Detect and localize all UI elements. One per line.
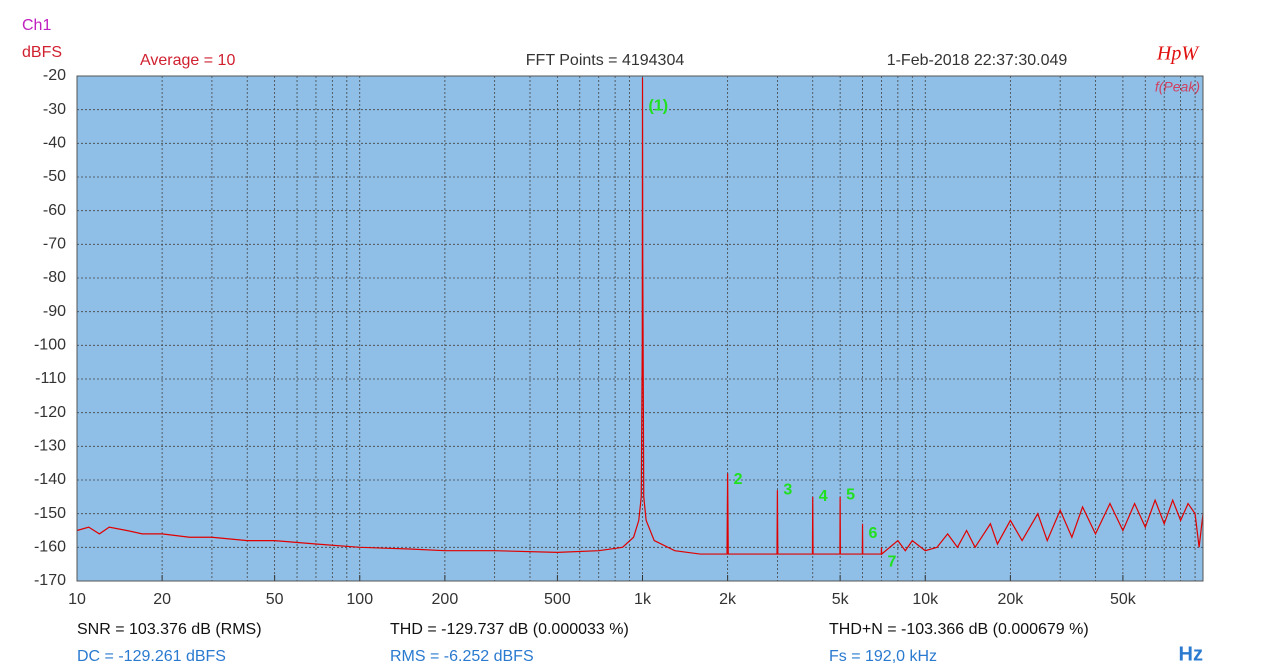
y-tick-label: -40 xyxy=(43,135,66,152)
header-center: FFT Points = 4194304 xyxy=(526,52,685,69)
x-tick-label: 200 xyxy=(432,591,459,608)
harmonic-label: 2 xyxy=(734,471,743,488)
x-tick-label: 100 xyxy=(346,591,373,608)
y-tick-label: -50 xyxy=(43,168,66,185)
y-tick-label: -80 xyxy=(43,269,66,286)
stat: DC = -129.261 dBFS xyxy=(77,648,226,665)
spectrum-line xyxy=(76,77,1204,556)
x-tick-label: 5k xyxy=(832,591,850,608)
y-tick-label: -70 xyxy=(43,236,66,253)
y-tick-label: -110 xyxy=(35,370,66,387)
x-tick-label: 20k xyxy=(997,591,1024,608)
y-tick-label: -130 xyxy=(34,438,66,455)
plot-frame xyxy=(76,75,1204,582)
y-tick-label: -140 xyxy=(34,471,66,488)
stat: RMS = -6.252 dBFS xyxy=(390,648,534,665)
x-tick-label: 10k xyxy=(912,591,939,608)
y-tick-label: -100 xyxy=(34,337,66,354)
x-tick-label: 50k xyxy=(1110,591,1137,608)
plot-area xyxy=(77,76,1203,581)
y-tick-label: -90 xyxy=(43,303,66,320)
x-axis-label: Hz xyxy=(1179,643,1203,665)
harmonic-label: 5 xyxy=(846,486,855,503)
y-tick-label: -160 xyxy=(34,539,66,556)
brand: HpW xyxy=(1156,43,1200,65)
y-tick-label: -30 xyxy=(43,101,66,118)
harmonic-label: 7 xyxy=(887,554,896,571)
channel: Ch1 xyxy=(22,17,51,34)
x-tick-label: 1k xyxy=(634,591,652,608)
y-tick-label: -60 xyxy=(43,202,66,219)
harmonic-label: 4 xyxy=(819,488,828,505)
y-axis-label: dBFS xyxy=(22,44,62,61)
x-tick-label: 10 xyxy=(68,591,86,608)
stat: SNR = 103.376 dB (RMS) xyxy=(77,621,262,638)
plot: (1) 2 3 4 5 67 xyxy=(76,75,1204,582)
stat: THD+N = -103.366 dB (0.000679 %) xyxy=(829,621,1089,638)
stat: THD = -129.737 dB (0.000033 %) xyxy=(390,621,629,638)
x-tick-label: 50 xyxy=(266,591,284,608)
y-tick-label: -20 xyxy=(43,67,66,84)
harmonic-label: 3 xyxy=(783,481,792,498)
y-tick-label: -170 xyxy=(34,572,66,589)
mode: f(Peak) xyxy=(1155,79,1200,95)
x-tick-label: 500 xyxy=(544,591,571,608)
harmonic-label: (1) xyxy=(649,98,669,115)
x-tick-label: 2k xyxy=(719,591,737,608)
harmonic-label: 6 xyxy=(869,525,878,542)
y-tick-label: -150 xyxy=(34,505,66,522)
x-tick-label: 20 xyxy=(153,591,171,608)
stat: Fs = 192,0 kHz xyxy=(829,648,937,665)
header-left: Average = 10 xyxy=(140,52,235,69)
header-right: 1-Feb-2018 22:37:30.049 xyxy=(887,52,1068,69)
y-tick-label: -120 xyxy=(34,404,66,421)
